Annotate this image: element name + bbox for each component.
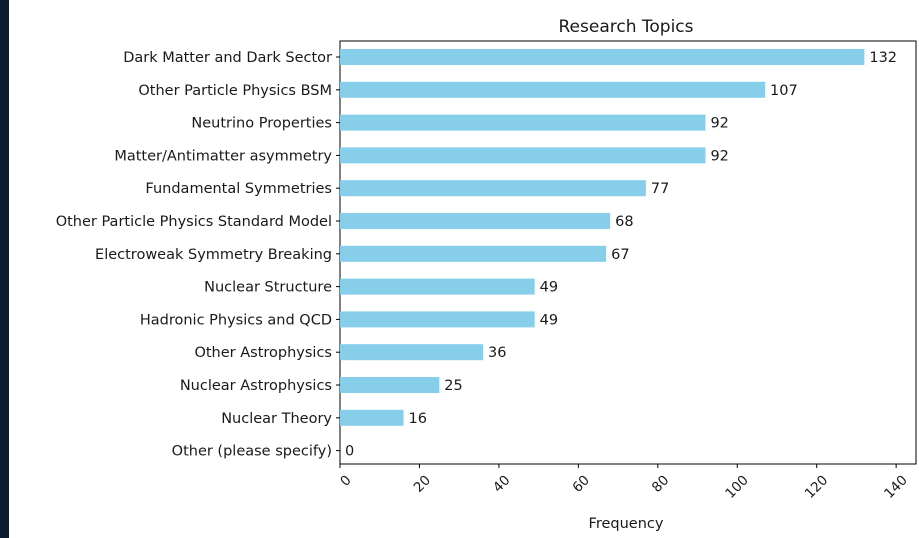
x-tick-label: 0: [337, 472, 354, 489]
value-label: 132: [869, 50, 897, 66]
value-labels: 132 107 92 92 77 68 67 49 49 36 25 16 0: [345, 50, 897, 460]
category-label: Other Astrophysics: [194, 345, 332, 361]
bars-group: [340, 49, 865, 426]
bar: [340, 81, 766, 98]
bar: [340, 180, 646, 197]
category-label: Hadronic Physics and QCD: [140, 312, 332, 328]
value-label: 16: [409, 411, 427, 427]
x-tick-label: 120: [802, 472, 832, 502]
value-label: 49: [540, 280, 558, 296]
x-tick-label: 140: [881, 472, 911, 502]
x-tick-label: 60: [569, 472, 592, 495]
category-label: Other (please specify): [172, 444, 332, 460]
x-axis-ticks: 0 20 40 60 80 100 120 140: [337, 464, 911, 502]
category-label: Matter/Antimatter asymmetry: [114, 148, 332, 164]
x-tick-label: 100: [722, 472, 752, 502]
bar: [340, 245, 607, 262]
value-label: 0: [345, 444, 354, 460]
category-label: Nuclear Structure: [204, 280, 332, 296]
bar: [340, 213, 611, 229]
category-label: Neutrino Properties: [191, 116, 332, 132]
value-label: 68: [615, 214, 633, 230]
x-tick-label: 20: [411, 472, 434, 495]
category-label: Nuclear Astrophysics: [180, 378, 332, 394]
category-label: Dark Matter and Dark Sector: [123, 50, 332, 66]
value-label: 36: [488, 345, 506, 361]
category-label: Fundamental Symmetries: [145, 181, 332, 197]
category-label: Nuclear Theory: [221, 411, 332, 427]
category-label: Electroweak Symmetry Breaking: [95, 247, 332, 263]
category-labels: Dark Matter and Dark Sector Other Particl…: [56, 50, 340, 460]
value-label: 77: [651, 181, 669, 197]
category-label: Other Particle Physics Standard Model: [56, 214, 332, 230]
value-label: 92: [710, 148, 728, 164]
chart-title: Research Topics: [559, 17, 694, 37]
bar-chart: Research Topics Dark Matter and Dark Sec…: [56, 17, 917, 532]
bar: [340, 147, 706, 164]
category-label: Other Particle Physics BSM: [138, 83, 332, 99]
bar: [340, 278, 535, 295]
value-label: 92: [710, 116, 728, 132]
bar: [340, 311, 535, 328]
bar: [340, 377, 440, 393]
bar: [340, 49, 865, 65]
value-label: 25: [444, 378, 462, 394]
value-label: 49: [540, 312, 558, 328]
value-label: 107: [770, 83, 798, 99]
chart-panel: Research Topics Dark Matter and Dark Sec…: [9, 0, 919, 538]
x-tick-label: 40: [490, 472, 513, 495]
value-label: 67: [611, 247, 629, 263]
bar: [340, 409, 404, 426]
x-axis-label: Frequency: [589, 516, 664, 532]
bar: [340, 344, 484, 361]
x-tick-label: 80: [649, 472, 672, 495]
bar: [340, 114, 706, 131]
